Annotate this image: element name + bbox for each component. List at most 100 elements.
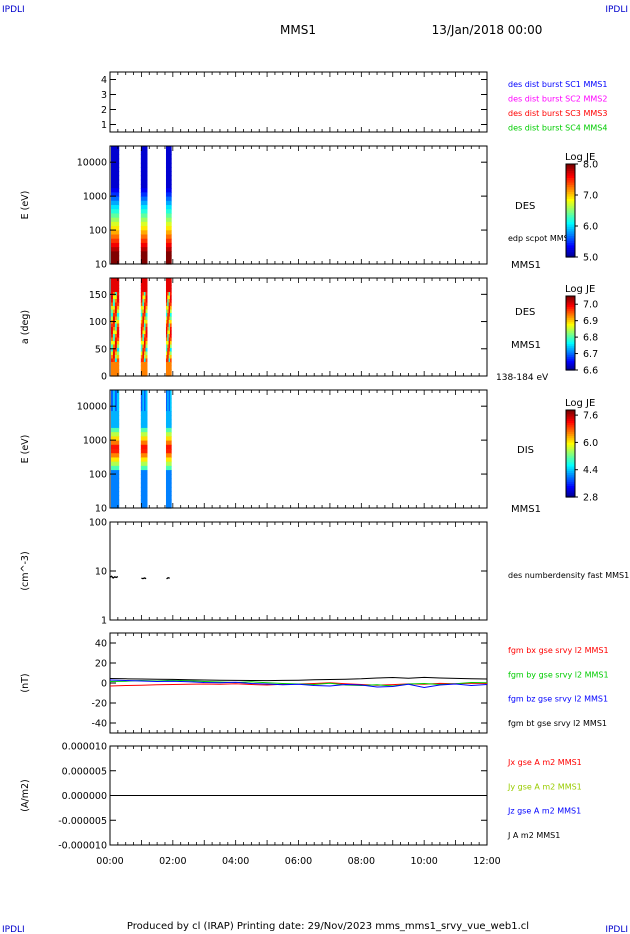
spectrogram-cell: [140, 221, 143, 227]
spectrogram-cell: [168, 209, 171, 215]
spectrogram-cell: [114, 295, 118, 300]
colorbar-segment: [566, 308, 575, 312]
spectrogram-cell: [145, 247, 148, 252]
colorbar-segment: [566, 182, 575, 186]
spectrogram-cell: [142, 402, 145, 408]
sc-label: MMS1: [511, 340, 541, 351]
spectrogram-cell: [145, 278, 148, 283]
spectrogram-cell: [168, 171, 171, 177]
spectrogram-cell: [116, 355, 120, 360]
spectrogram-cell: [111, 415, 114, 421]
colorbar-segment: [566, 243, 575, 246]
spectrogram-cell: [140, 453, 143, 459]
spectrogram-cell: [112, 348, 116, 353]
spectrogram-cell: [114, 183, 118, 189]
colorbar-tick-label: 6.8: [583, 333, 598, 344]
spectrogram-cell: [169, 316, 172, 321]
spectrogram-cell: [116, 302, 120, 307]
spectrogram-cell: [145, 427, 148, 433]
spectrogram-cell: [167, 302, 170, 307]
spectrogram-cell: [112, 226, 116, 231]
spectrogram-cell: [169, 292, 172, 297]
spectrogram-cell: [165, 288, 168, 293]
spectrogram-cell: [114, 491, 118, 496]
spectrogram-cell: [165, 242, 168, 248]
spectrogram-cell: [169, 230, 172, 236]
spectrogram-cell: [111, 259, 114, 265]
spectrogram-cell: [114, 255, 118, 261]
spectrogram-cell: [167, 221, 170, 227]
spectrogram-cell: [169, 217, 172, 223]
spectrogram-cell: [140, 457, 143, 463]
spectrogram-cell: [142, 288, 145, 293]
spectrogram-cell: [167, 427, 170, 433]
colorbar-segment: [566, 453, 575, 457]
spectrogram-cell: [114, 330, 118, 335]
y-tick-label: 1: [101, 120, 107, 131]
spectrogram-cell: [167, 230, 170, 236]
spectrogram-cell: [140, 474, 143, 480]
spectrogram-cell: [112, 351, 116, 356]
spectrogram-cell: [167, 188, 170, 193]
spectrogram-cell: [143, 365, 146, 370]
spectrogram-cell: [169, 259, 172, 265]
spectrogram-cell: [168, 278, 171, 283]
spectrogram-cell: [116, 230, 120, 236]
spectrogram-cell: [116, 162, 120, 168]
spectrogram-cell: [165, 234, 168, 240]
colorbar-segment: [566, 444, 575, 448]
spectrogram-cell: [165, 213, 168, 219]
spectrogram-cell: [143, 499, 146, 505]
spectrogram-cell: [112, 146, 116, 151]
spectrogram-cell: [165, 205, 168, 210]
spectrogram-cell: [169, 251, 172, 257]
spectrogram-cell: [167, 238, 170, 244]
spectrogram-cell: [116, 154, 120, 160]
spectrogram-cell: [167, 288, 170, 293]
spectrogram-cell: [142, 309, 145, 314]
spectrogram-cell: [116, 398, 120, 404]
spectrogram-cell: [112, 419, 116, 425]
spectrogram-cell: [112, 330, 116, 335]
spectrogram-cell: [111, 406, 114, 412]
colorbar-segment: [566, 344, 575, 347]
corner-label-top-left: IPDLI: [2, 5, 25, 15]
spectrogram-cell: [165, 255, 168, 261]
spectrogram-cell: [145, 440, 148, 446]
spectrogram-cell: [143, 411, 146, 416]
colorbar-segment: [566, 198, 575, 202]
spectrogram-cell: [112, 461, 116, 467]
spectrogram-cell: [143, 285, 146, 290]
spectrogram-cell: [116, 444, 120, 450]
spectrogram-cell: [165, 486, 168, 492]
spectrogram-cell: [165, 334, 168, 339]
spectrogram-cell: [165, 358, 168, 363]
spectrogram-cell: [112, 192, 116, 198]
spectrogram-cell: [169, 179, 172, 185]
spectrogram-cell: [114, 495, 118, 501]
spectrogram-cell: [142, 440, 145, 446]
spectrogram-cell: [112, 362, 116, 367]
colorbar-segment: [566, 449, 575, 452]
y-axis-label: (cm^-3): [20, 551, 31, 590]
spectrogram-cell: [168, 154, 171, 160]
spectrogram-cell: [145, 221, 148, 227]
spectrogram-cell: [145, 167, 148, 172]
colorbar-segment: [566, 250, 575, 253]
spectrogram-cell: [142, 327, 145, 332]
spectrogram-cell: [140, 415, 143, 421]
spectrogram-cell: [168, 478, 171, 484]
spectrogram-cell: [111, 183, 114, 189]
spectrogram-cell: [145, 162, 148, 168]
spectrogram-cell: [114, 427, 118, 433]
spectrogram-cell: [169, 432, 172, 437]
spectrogram-cell: [140, 171, 143, 177]
spectrogram-cell: [165, 167, 168, 172]
spectrogram-cell: [142, 394, 145, 400]
spectrogram-cell: [143, 432, 146, 437]
spectrogram-cell: [114, 221, 118, 227]
legend-entry: des dist burst SC1 MMS1: [508, 80, 607, 89]
spectrogram-cell: [167, 171, 170, 177]
spectrogram-cell: [143, 362, 146, 367]
spectrogram-cell: [145, 316, 148, 321]
